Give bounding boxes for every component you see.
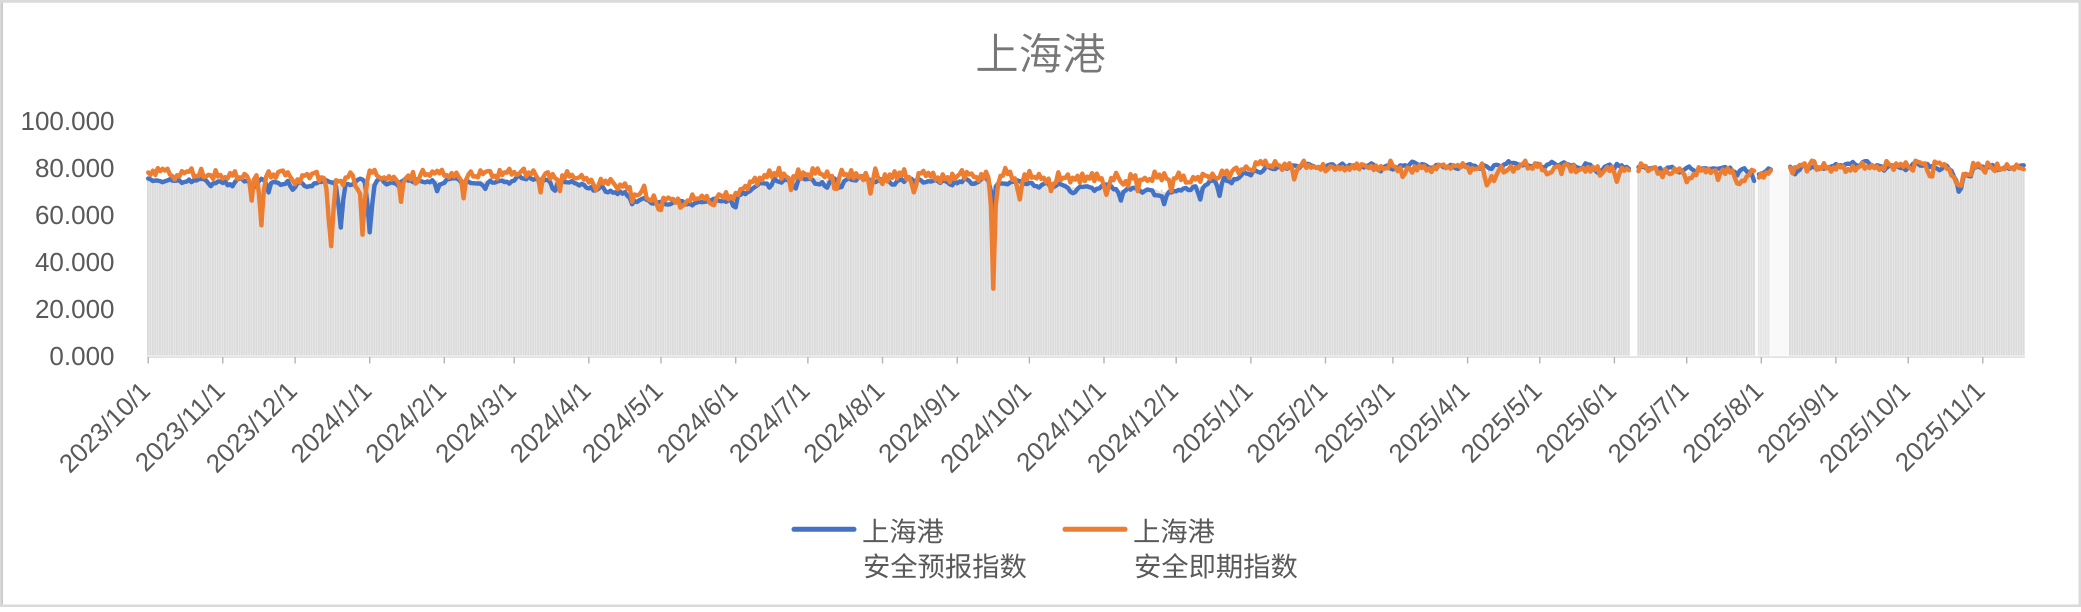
svg-text:0.000: 0.000 — [49, 341, 114, 371]
svg-text:60.000: 60.000 — [35, 200, 115, 230]
svg-text:80.000: 80.000 — [35, 153, 115, 183]
svg-text:20.000: 20.000 — [35, 294, 115, 324]
svg-text:100.000: 100.000 — [21, 106, 115, 136]
svg-text:40.000: 40.000 — [35, 247, 115, 277]
